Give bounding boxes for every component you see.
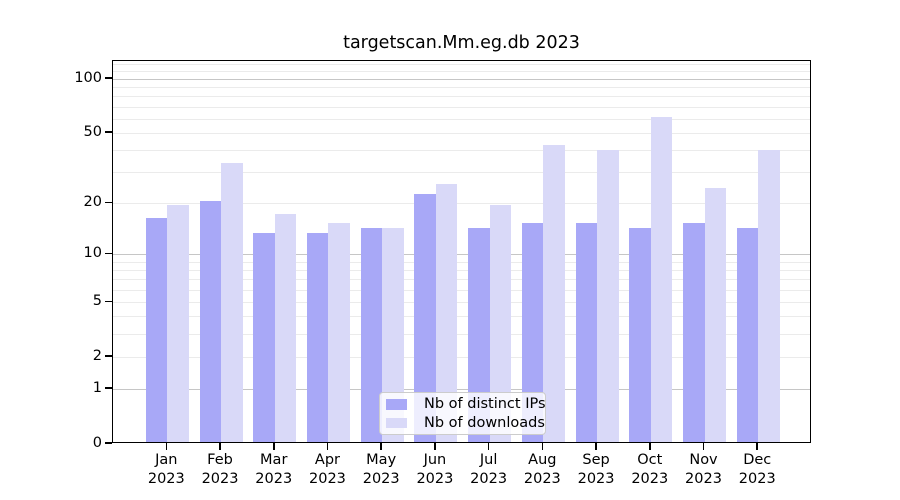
bar-downloads [382, 227, 404, 442]
y-tick-mark [105, 387, 112, 389]
y-tick-mark [105, 201, 112, 204]
legend-swatch-distinct-ips [386, 399, 407, 410]
y-tick-mark [105, 252, 112, 255]
x-tick-mark [595, 443, 597, 450]
legend-item-distinct-ips: Nb of distinct IPs [386, 395, 546, 414]
y-tick-mark [105, 131, 112, 134]
bar-distinct-ips [468, 227, 490, 442]
x-tick-label: Jul 2023 [470, 452, 508, 487]
bar-distinct-ips [199, 201, 222, 442]
x-tick-label: Jan 2023 [147, 452, 185, 487]
gridline-minor [113, 118, 810, 120]
x-tick-mark [219, 443, 221, 450]
x-tick-label: Mar 2023 [255, 452, 293, 487]
x-tick-label: Apr 2023 [309, 452, 346, 487]
x-tick-label: Nov 2023 [685, 452, 722, 487]
y-tick-label: 5 [92, 292, 102, 309]
bar-distinct-ips [145, 218, 168, 442]
bar-distinct-ips [683, 222, 705, 442]
y-tick-label: 0 [92, 434, 102, 451]
y-tick-mark [105, 355, 112, 357]
legend-item-downloads: Nb of downloads [386, 414, 545, 433]
y-tick-label: 100 [74, 69, 102, 86]
gridline-minor [113, 149, 810, 151]
bar-downloads [221, 163, 243, 442]
bar-distinct-ips [253, 233, 275, 442]
bar-downloads [650, 117, 673, 442]
x-tick-label: Jun 2023 [416, 452, 454, 487]
legend-label-distinct-ips: Nb of distinct IPs [424, 396, 546, 413]
bar-downloads [758, 150, 780, 442]
x-tick-label: May 2023 [362, 452, 400, 487]
gridline-minor [113, 96, 810, 98]
bar-distinct-ips [575, 222, 598, 442]
bar-distinct-ips [629, 227, 651, 442]
x-tick-label: Aug 2023 [523, 452, 561, 487]
y-tick-label: 1 [92, 379, 102, 396]
legend-swatch-downloads [386, 417, 407, 428]
x-tick-label: Oct 2023 [631, 452, 669, 487]
gridline-minor [113, 172, 810, 174]
bar-downloads [704, 187, 726, 442]
bar-downloads [274, 213, 297, 442]
gridline-minor [113, 64, 810, 66]
y-tick-label: 10 [83, 244, 102, 261]
legend: Nb of distinct IPs Nb of downloads [379, 392, 546, 435]
x-tick-label: Dec 2023 [738, 452, 776, 487]
gridline-minor [113, 86, 810, 88]
bar-downloads [597, 150, 619, 442]
x-tick-mark [648, 443, 651, 450]
x-tick-mark [487, 443, 490, 450]
gridline-minor [113, 132, 810, 134]
x-tick-label: Sep 2023 [577, 452, 615, 487]
x-tick-mark [326, 443, 329, 450]
plot-area [112, 60, 811, 443]
x-tick-mark [434, 443, 436, 450]
gridline-major [113, 78, 810, 80]
x-tick-label: Feb 2023 [201, 452, 239, 487]
x-tick-mark [702, 443, 705, 450]
bar-downloads [328, 222, 350, 442]
bar-distinct-ips [521, 222, 544, 442]
bar-downloads [489, 205, 512, 442]
bar-distinct-ips [736, 227, 759, 442]
y-tick-label: 20 [83, 193, 102, 210]
y-tick-mark [105, 442, 112, 444]
x-tick-mark [380, 443, 382, 450]
bar-downloads [435, 184, 458, 442]
y-tick-label: 50 [83, 123, 102, 140]
bar-downloads [167, 205, 189, 442]
y-tick-mark [105, 300, 112, 303]
bar-downloads [543, 144, 565, 442]
x-tick-mark [541, 443, 544, 450]
gridline-minor [113, 106, 810, 108]
y-tick-label: 2 [92, 347, 102, 364]
bar-distinct-ips [306, 233, 329, 442]
bar-distinct-ips [360, 227, 383, 442]
chart-title: targetscan.Mm.eg.db 2023 [343, 33, 580, 53]
legend-label-downloads: Nb of downloads [424, 414, 545, 431]
gridline-minor [113, 71, 810, 73]
x-tick-mark [272, 443, 275, 450]
y-tick-mark [105, 77, 112, 79]
x-tick-mark [756, 443, 758, 450]
x-tick-mark [165, 443, 168, 450]
bar-distinct-ips [414, 194, 436, 442]
